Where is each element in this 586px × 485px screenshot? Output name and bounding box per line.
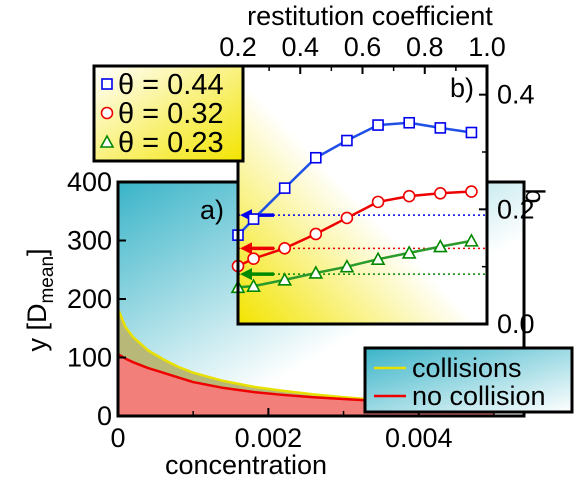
panel-a-y-ticks: 0 100 200 300 400 (67, 167, 126, 431)
panel-b-x-ticks: 0.2 0.4 0.6 0.8 1.0 (219, 32, 506, 74)
point-theta-032 (434, 186, 447, 200)
y-tick-label-a: 0 (97, 401, 112, 431)
y-tick-label-b: 0.4 (497, 80, 535, 110)
x-tick-label-b: 1.0 (468, 32, 506, 62)
y-axis-title-b: q (516, 188, 546, 203)
x-axis-title-b: restitution coefficient (247, 1, 493, 31)
y-tick-label-a: 100 (67, 343, 112, 373)
y-axis-title-a-close: ] (22, 248, 52, 256)
y-axis-title-a-main: y [D (22, 304, 52, 352)
point-theta-023 (370, 251, 386, 266)
point-theta-032 (402, 189, 416, 203)
point-theta-023 (277, 272, 293, 286)
point-theta-032 (309, 227, 323, 241)
point-theta-023 (401, 245, 417, 259)
legend-b-label-theta-032: θ = 0.32 (118, 98, 224, 130)
point-theta-044 (372, 119, 384, 131)
reference-arrow-head-theta-032 (240, 242, 252, 255)
point-theta-023 (464, 233, 479, 247)
y-tick-label-b: 0.2 (497, 194, 535, 224)
point-theta-044 (403, 116, 415, 129)
reference-arrow-head-theta-023 (240, 268, 252, 281)
area-no-collision (118, 354, 494, 416)
point-theta-023 (432, 238, 448, 253)
panel-b-background (238, 66, 487, 324)
legend-b-marker-theta-023 (99, 134, 115, 148)
panel-b: 0.2 0.4 0.6 0.8 1.0 0.0 0.2 0.4 b) restitution… (219, 1, 546, 339)
legend-a-box (363, 346, 574, 414)
panel-a-letter: a) (200, 195, 224, 225)
point-theta-023 (308, 265, 324, 279)
y-tick-label-a: 200 (67, 284, 112, 314)
x-axis-title-a: concentration (165, 450, 327, 480)
point-theta-023 (246, 278, 261, 292)
x-tick-label-b: 0.6 (344, 32, 382, 62)
point-theta-044 (310, 151, 322, 164)
y-tick-label-a: 300 (67, 226, 112, 256)
legend-a-label-no-collision: no collision (412, 381, 546, 411)
point-theta-032 (247, 252, 260, 265)
x-tick-label-a: 0 (110, 423, 125, 453)
legend-a-label-collisions: collisions (412, 353, 522, 383)
point-theta-044 (278, 182, 291, 194)
y-tick-label-b: 0.0 (497, 309, 535, 339)
point-theta-032 (340, 211, 354, 225)
x-tick-label-b: 0.8 (406, 32, 444, 62)
panel-b-series (230, 116, 479, 294)
x-tick-label-b: 0.4 (281, 32, 319, 62)
point-theta-044 (341, 134, 353, 147)
point-theta-023 (339, 258, 355, 273)
y-axis-title-a: y [Dmean] (22, 248, 58, 351)
legend-b-label-theta-023: θ = 0.23 (118, 127, 224, 159)
x-tick-label-a: 0.004 (385, 423, 453, 453)
point-theta-032 (465, 185, 478, 198)
point-theta-044 (247, 213, 260, 225)
y-tick-label-a: 400 (67, 167, 112, 197)
svg-text:y [Dmean]: y [Dmean] (22, 248, 58, 351)
y-axis-title-a-sub: mean (37, 256, 58, 304)
legend-b-entries: θ = 0.44θ = 0.32θ = 0.23 (99, 69, 224, 159)
legend-b-box (92, 64, 245, 163)
panel-b-y-ticks: 0.0 0.2 0.4 (479, 80, 535, 339)
point-theta-032 (278, 242, 291, 255)
legend-b-marker-theta-032 (100, 106, 114, 120)
legend-panel-b: θ = 0.44θ = 0.32θ = 0.23 (92, 64, 245, 163)
x-tick-label-a: 0.002 (235, 423, 303, 453)
point-theta-044 (465, 126, 478, 139)
point-theta-044 (434, 122, 447, 134)
panel-b-letter: b) (450, 73, 474, 103)
legend-b-label-theta-044: θ = 0.44 (118, 69, 224, 101)
legend-b-marker-theta-044 (101, 78, 113, 90)
point-theta-032 (371, 195, 385, 209)
x-tick-label-b: 0.2 (219, 32, 257, 62)
